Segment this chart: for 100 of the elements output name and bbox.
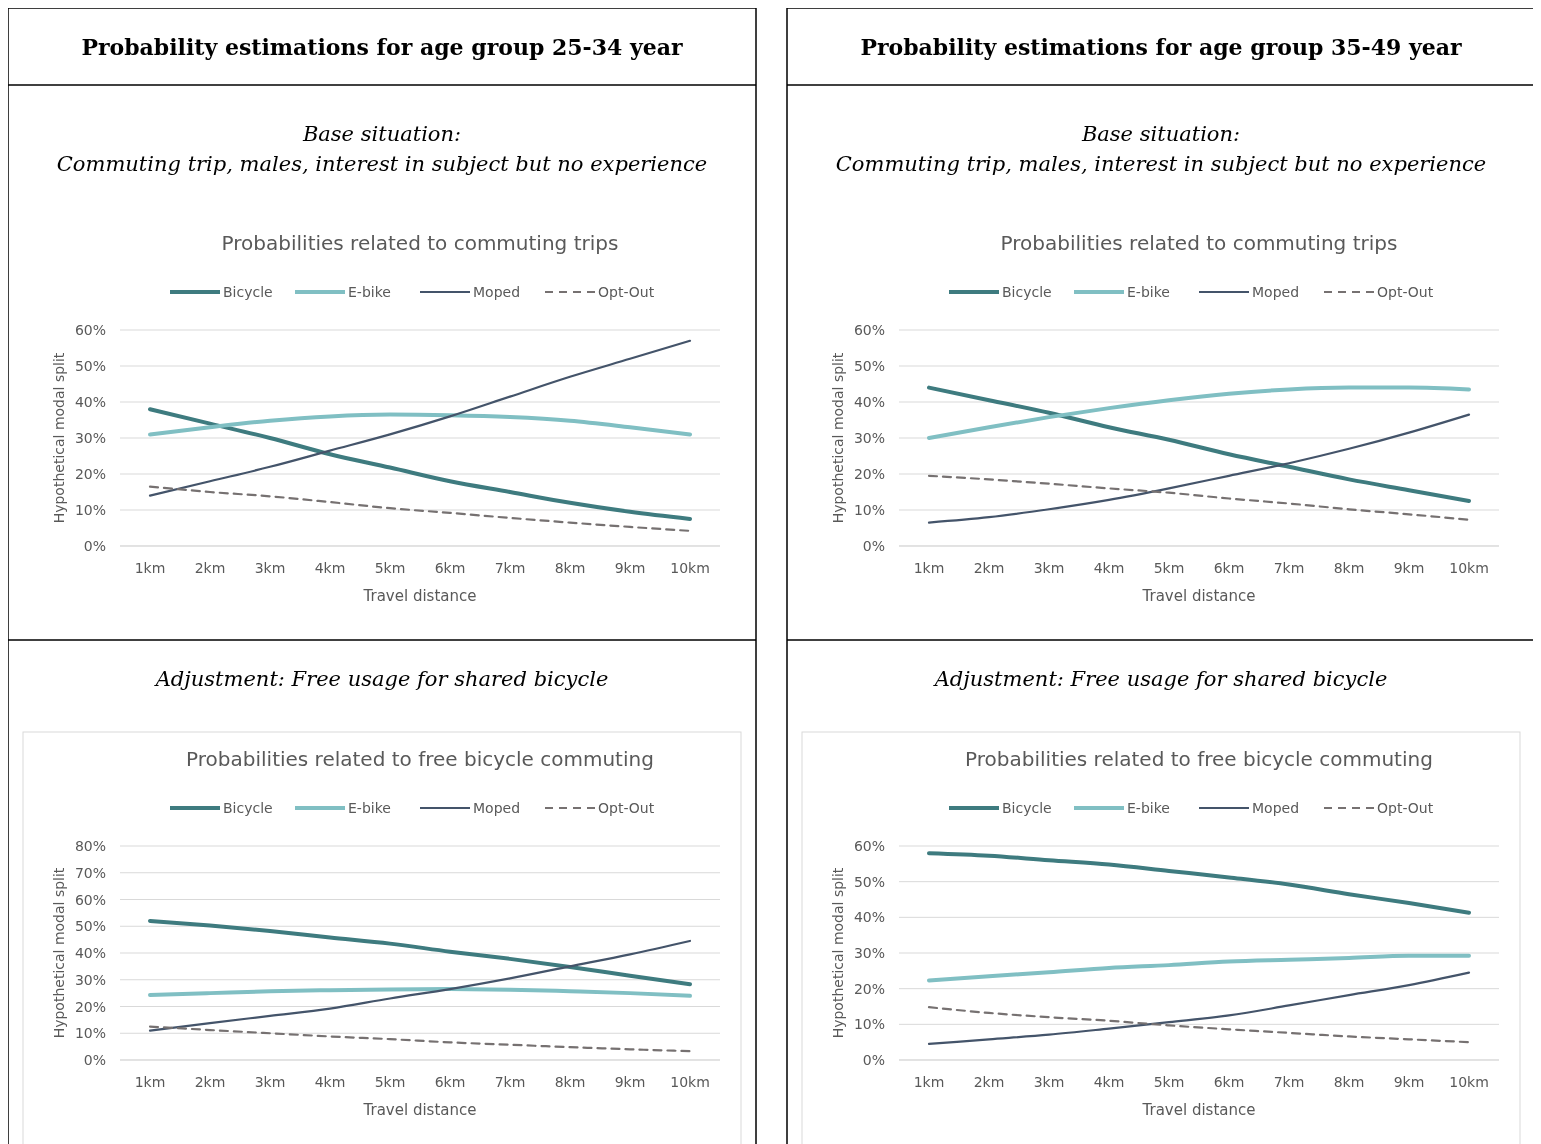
legend-label: E-bike [348,284,391,300]
y-tick-label: 40% [74,945,106,961]
y-tick-label: 80% [74,838,106,854]
x-tick-label: 3km [1033,1074,1065,1090]
x-tick-label: 9km [1393,560,1425,576]
line-series [148,485,692,532]
legend-label: Opt-Out [1377,284,1434,300]
y-tick-label: 20% [853,980,885,997]
x-tick-label: 9km [1393,1074,1425,1090]
legend-label: Opt-Out [1377,800,1434,816]
line-series [927,385,1471,440]
y-tick-label: 50% [853,873,885,890]
x-tick-label: 9km [614,1074,646,1090]
x-tick-label: 8km [1333,560,1365,576]
y-tick-label: 60% [74,891,106,908]
legend-label: Moped [1252,800,1300,816]
x-tick-label: 2km [194,560,226,576]
legend-label: Bicycle [1002,284,1052,300]
x-tick-label: 4km [314,1074,346,1090]
legend-label: Moped [1252,284,1300,300]
x-tick-label: 2km [973,1074,1005,1090]
x-tick-label: 5km [374,560,406,576]
x-tick-label: 2km [194,1074,226,1090]
line-series [927,1006,1471,1044]
y-tick-label: 0% [862,538,885,554]
x-tick-label: 5km [1153,1074,1185,1090]
line-series [927,953,1471,983]
y-tick-label: 20% [853,466,885,482]
x-tick-label: 6km [1213,560,1245,576]
line-series [927,385,1471,503]
chart-subtitle: Base situation: Commuting trip, males, interest in subject but no experience [835,122,1487,176]
x-tick-label: 4km [1093,1074,1125,1090]
chart-subtitle: Base situation: Commuting trip, males, interest in subject but no experience [56,122,708,176]
x-tick-label: 8km [554,1074,586,1090]
x-axis-title: Travel distance [362,587,477,605]
x-tick-label: 2km [973,560,1005,576]
legend-label: Opt-Out [598,800,655,816]
line-series [148,939,692,1032]
x-tick-label: 6km [1213,1074,1245,1090]
chart-title: Probabilities related to commuting trips [221,231,619,255]
legend-label: E-bike [1127,800,1170,816]
x-tick-label: 8km [1333,1074,1365,1090]
x-axis-title: Travel distance [1141,1101,1256,1119]
x-axis-title: Travel distance [362,1101,477,1119]
y-tick-label: 0% [862,1052,885,1068]
y-axis-title: Hypothetical modal split [830,867,846,1039]
y-tick-label: 60% [74,322,106,338]
x-tick-label: 1km [913,560,945,576]
x-tick-label: 6km [434,1074,466,1090]
chart-title: Probabilities related to free bicycle commuting [965,747,1433,771]
legend-label: Bicycle [223,800,273,816]
x-tick-label: 5km [1153,560,1185,576]
y-tick-label: 20% [74,466,106,482]
y-tick-label: 0% [83,538,106,554]
chart-title: Probabilities related to commuting trips [1000,231,1398,255]
y-tick-label: 60% [853,838,885,854]
x-tick-label: 7km [494,560,526,576]
x-tick-label: 7km [494,1074,526,1090]
y-tick-label: 70% [74,864,106,881]
x-tick-label: 1km [913,1074,945,1090]
y-tick-label: 50% [74,918,106,935]
legend-label: Bicycle [1002,800,1052,816]
y-tick-label: 10% [74,502,106,518]
legend-label: Moped [473,284,521,300]
y-tick-label: 40% [853,394,885,410]
chart-subtitle: Adjustment: Free usage for shared bicycle [153,667,609,691]
x-tick-label: 4km [1093,560,1125,576]
x-tick-label: 10km [1449,560,1489,576]
y-tick-label: 30% [74,971,106,988]
x-tick-label: 1km [134,1074,166,1090]
line-series [148,412,692,437]
y-tick-label: 30% [853,945,885,961]
y-tick-label: 40% [74,394,106,410]
y-axis-title: Hypothetical modal split [830,352,846,524]
chart-title: Probabilities related to free bicycle commuting [186,747,654,771]
y-tick-label: 60% [853,322,885,338]
y-axis-title: Hypothetical modal split [51,867,67,1039]
line-series [148,339,692,497]
y-axis-title: Hypothetical modal split [51,352,67,524]
line-series [927,971,1471,1046]
x-tick-label: 5km [374,1074,406,1090]
legend-label: Moped [473,800,521,816]
legend-label: Bicycle [223,284,273,300]
text: Probability estimations for age group 25-34 year [81,34,683,60]
line-series [148,987,692,998]
line-series [148,918,692,987]
y-tick-label: 10% [853,1016,885,1033]
line-series [148,407,692,521]
line-series [148,1025,692,1053]
line-series [927,851,1471,915]
text: Probability estimations for age group 35-49 year [860,34,1462,60]
x-tick-label: 3km [254,1074,286,1090]
legend-label: E-bike [348,800,391,816]
x-tick-label: 10km [670,560,710,576]
y-tick-label: 30% [853,430,885,446]
line-series [927,413,1471,524]
x-tick-label: 10km [1449,1074,1489,1090]
x-tick-label: 8km [554,560,586,576]
legend-label: E-bike [1127,284,1170,300]
x-tick-label: 6km [434,560,466,576]
